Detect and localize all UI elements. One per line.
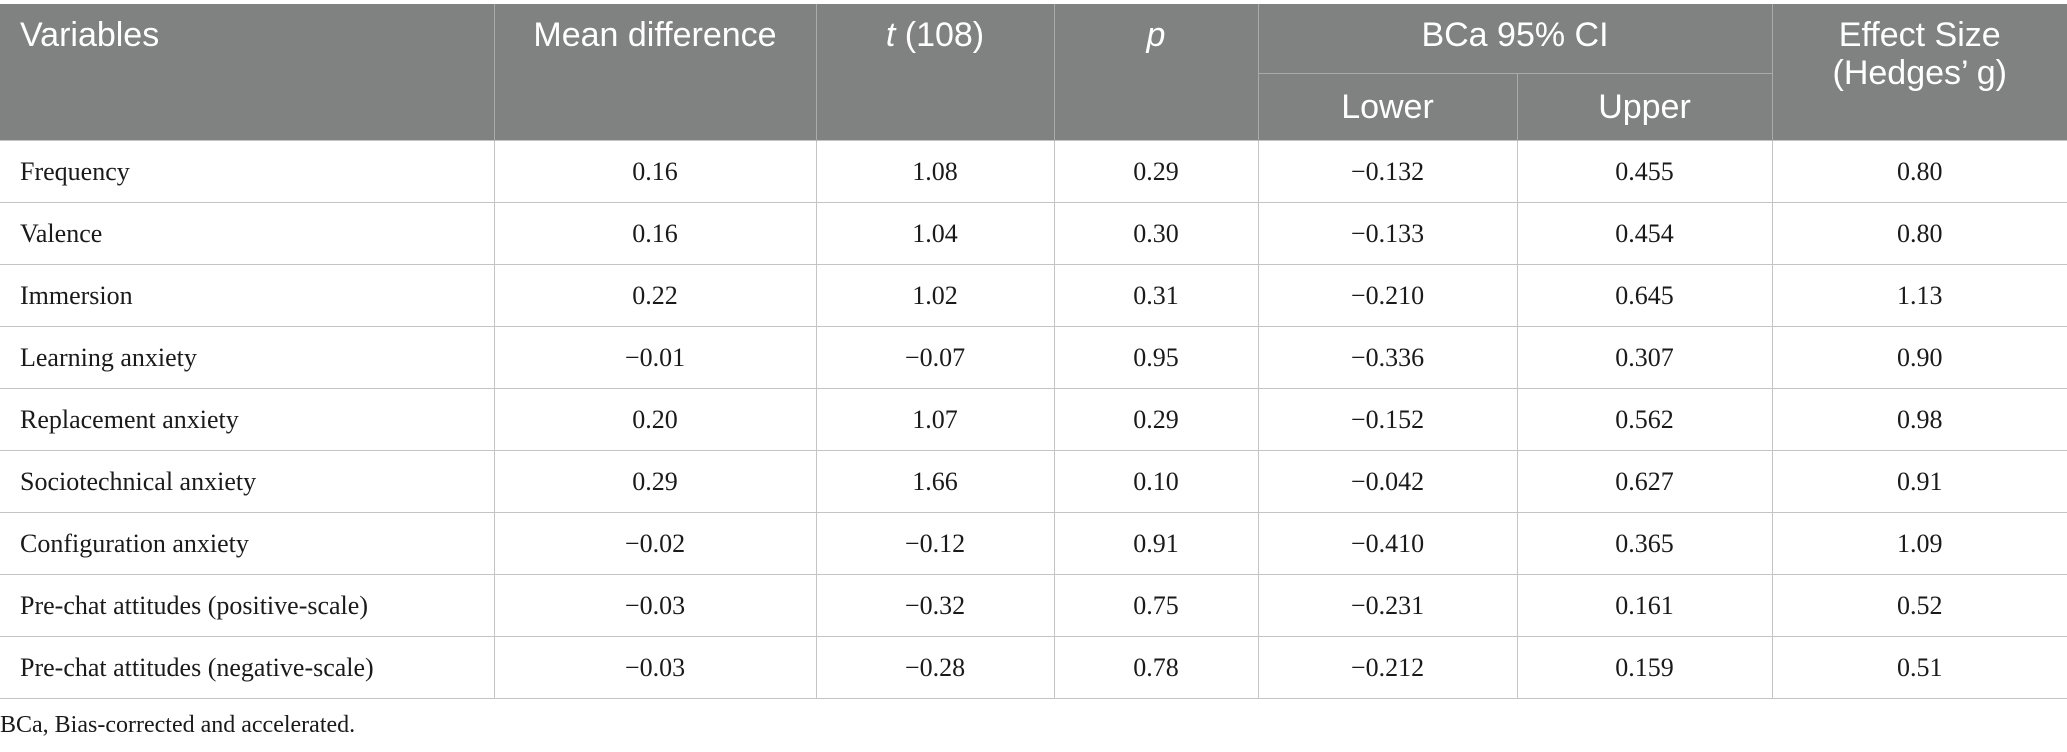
table-header: Variables Mean difference t (108) p BCa … [0, 4, 2067, 141]
cell-p: 0.31 [1053, 264, 1259, 327]
cell-effect-size: 0.52 [1771, 574, 2067, 637]
results-table: Variables Mean difference t (108) p BCa … [0, 4, 2067, 699]
table-row: Pre-chat attitudes (negative-scale) −0.0… [0, 636, 2067, 699]
cell-t: 1.07 [815, 388, 1055, 451]
cell-ci-upper: 0.161 [1516, 574, 1773, 637]
cell-p: 0.10 [1053, 450, 1259, 513]
header-variables: Variables [0, 4, 495, 141]
cell-ci-lower: −0.231 [1257, 574, 1518, 637]
cell-effect-size: 0.91 [1771, 450, 2067, 513]
cell-variable: Learning anxiety [0, 326, 495, 389]
table-row: Learning anxiety −0.01 −0.07 0.95 −0.336… [0, 326, 2067, 389]
cell-effect-size: 0.80 [1771, 202, 2067, 265]
header-effect-size: Effect Size (Hedges’ g) [1771, 4, 2067, 141]
header-mean-difference: Mean difference [493, 4, 817, 141]
cell-variable: Configuration anxiety [0, 512, 495, 575]
cell-mean-difference: −0.01 [493, 326, 817, 389]
cell-ci-upper: 0.455 [1516, 140, 1773, 203]
cell-mean-difference: −0.03 [493, 636, 817, 699]
table-row: Valence 0.16 1.04 0.30 −0.133 0.454 0.80 [0, 202, 2067, 265]
header-effect-size-line2: (Hedges’ g) [1832, 54, 2007, 92]
table-row: Immersion 0.22 1.02 0.31 −0.210 0.645 1.… [0, 264, 2067, 327]
cell-variable: Pre-chat attitudes (positive-scale) [0, 574, 495, 637]
cell-mean-difference: −0.03 [493, 574, 817, 637]
cell-ci-lower: −0.152 [1257, 388, 1518, 451]
header-t-symbol: t [885, 16, 896, 54]
cell-p: 0.95 [1053, 326, 1259, 389]
header-effect-size-line1: Effect Size [1838, 16, 2001, 54]
cell-p: 0.30 [1053, 202, 1259, 265]
cell-mean-difference: −0.02 [493, 512, 817, 575]
cell-t: 1.02 [815, 264, 1055, 327]
table-row: Pre-chat attitudes (positive-scale) −0.0… [0, 574, 2067, 637]
cell-mean-difference: 0.22 [493, 264, 817, 327]
header-ci-group: BCa 95% CI [1257, 4, 1773, 74]
table-row: Sociotechnical anxiety 0.29 1.66 0.10 −0… [0, 450, 2067, 513]
header-t-df: (108) [895, 16, 985, 54]
cell-p: 0.78 [1053, 636, 1259, 699]
cell-p: 0.91 [1053, 512, 1259, 575]
cell-variable: Immersion [0, 264, 495, 327]
cell-ci-upper: 0.562 [1516, 388, 1773, 451]
cell-p: 0.75 [1053, 574, 1259, 637]
table-row: Configuration anxiety −0.02 −0.12 0.91 −… [0, 512, 2067, 575]
cell-variable: Pre-chat attitudes (negative-scale) [0, 636, 495, 699]
header-ci-lower: Lower [1258, 73, 1518, 141]
cell-t: 1.04 [815, 202, 1055, 265]
cell-effect-size: 0.51 [1771, 636, 2067, 699]
cell-variable: Replacement anxiety [0, 388, 495, 451]
table-body: Frequency 0.16 1.08 0.29 −0.132 0.455 0.… [0, 140, 2067, 699]
cell-mean-difference: 0.20 [493, 388, 817, 451]
table-row: Frequency 0.16 1.08 0.29 −0.132 0.455 0.… [0, 140, 2067, 203]
cell-ci-lower: −0.410 [1257, 512, 1518, 575]
cell-effect-size: 1.09 [1771, 512, 2067, 575]
cell-t: −0.12 [815, 512, 1055, 575]
cell-ci-lower: −0.133 [1257, 202, 1518, 265]
cell-ci-upper: 0.307 [1516, 326, 1773, 389]
cell-mean-difference: 0.16 [493, 140, 817, 203]
table-footnote: BCa, Bias-corrected and accelerated. [0, 712, 356, 738]
header-p: p [1053, 4, 1259, 141]
cell-effect-size: 0.98 [1771, 388, 2067, 451]
cell-ci-lower: −0.132 [1257, 140, 1518, 203]
cell-ci-upper: 0.365 [1516, 512, 1773, 575]
cell-t: −0.07 [815, 326, 1055, 389]
cell-t: 1.66 [815, 450, 1055, 513]
cell-p: 0.29 [1053, 388, 1259, 451]
cell-ci-upper: 0.454 [1516, 202, 1773, 265]
cell-variable: Frequency [0, 140, 495, 203]
header-ci-upper: Upper [1516, 73, 1773, 141]
cell-p: 0.29 [1053, 140, 1259, 203]
cell-t: 1.08 [815, 140, 1055, 203]
cell-ci-upper: 0.627 [1516, 450, 1773, 513]
cell-ci-upper: 0.645 [1516, 264, 1773, 327]
header-t: t (108) [815, 4, 1055, 141]
cell-effect-size: 0.80 [1771, 140, 2067, 203]
cell-ci-lower: −0.212 [1257, 636, 1518, 699]
cell-ci-lower: −0.336 [1257, 326, 1518, 389]
cell-variable: Sociotechnical anxiety [0, 450, 495, 513]
cell-ci-upper: 0.159 [1516, 636, 1773, 699]
cell-effect-size: 0.90 [1771, 326, 2067, 389]
cell-variable: Valence [0, 202, 495, 265]
table-row: Replacement anxiety 0.20 1.07 0.29 −0.15… [0, 388, 2067, 451]
cell-mean-difference: 0.29 [493, 450, 817, 513]
cell-t: −0.32 [815, 574, 1055, 637]
cell-ci-lower: −0.042 [1257, 450, 1518, 513]
cell-ci-lower: −0.210 [1257, 264, 1518, 327]
cell-mean-difference: 0.16 [493, 202, 817, 265]
cell-effect-size: 1.13 [1771, 264, 2067, 327]
cell-t: −0.28 [815, 636, 1055, 699]
